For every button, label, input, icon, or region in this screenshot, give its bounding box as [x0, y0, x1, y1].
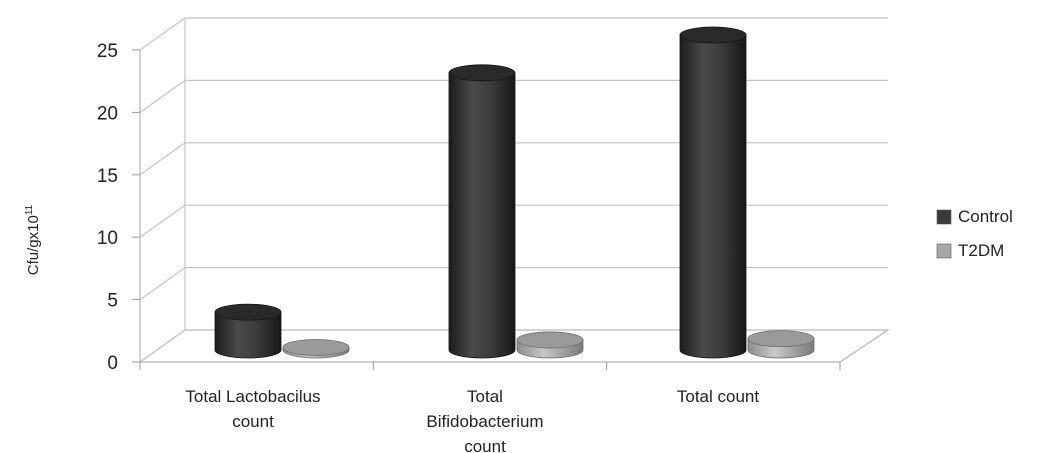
bar-t2dm-1 [282, 339, 350, 359]
y-tick-label: 5 [107, 291, 118, 312]
x-category-label: Total Lactobacilus count [185, 387, 320, 431]
legend-swatch [936, 209, 952, 225]
bar-body [679, 34, 747, 359]
legend-item-t2dm: T2DM [936, 241, 1004, 260]
bar-body [214, 311, 282, 359]
bar-top [679, 26, 747, 44]
x-category-label: Total count [677, 387, 759, 406]
bar-top [747, 330, 815, 348]
y-tick-label: 20 [97, 103, 118, 124]
gridline-diagonal [139, 267, 186, 301]
bars [214, 26, 815, 359]
y-tick-label: 15 [97, 166, 118, 187]
x-axis-categories: Total Lactobacilus count Total Bifidobacter… [185, 387, 759, 453]
gridline-diagonal [139, 17, 186, 51]
legend: Control T2DM [936, 207, 1013, 260]
gridline-diagonal [139, 142, 186, 176]
legend-label: T2DM [958, 241, 1004, 260]
bar-t2dm-2 [516, 331, 584, 359]
y-tick-label: 10 [97, 228, 118, 249]
y-axis-label-exponent: 11 [24, 204, 35, 215]
x-category-label: Total Bifidobacterium count [426, 387, 543, 453]
bar-control-3 [679, 26, 747, 359]
bar-control-2 [448, 64, 516, 359]
y-axis-label: Cfu/gx1011 [24, 204, 42, 275]
legend-item-control: Control [936, 207, 1013, 226]
bar-top [282, 339, 350, 356]
gridline-diagonal [139, 79, 186, 113]
y-axis-ticks: 0 5 10 15 20 25 [97, 41, 140, 374]
legend-swatch [936, 243, 952, 259]
bar-top [214, 303, 282, 321]
gridline-diagonal [139, 329, 186, 363]
legend-label: Control [958, 207, 1013, 226]
gridline-diagonal [139, 204, 186, 238]
bar-top [516, 331, 584, 349]
bar-top [448, 64, 516, 82]
bar-body [448, 72, 516, 359]
bar-control-1 [214, 303, 282, 359]
y-tick-label: 0 [107, 353, 118, 374]
y-axis-label-text: Cfu/gx10 [25, 215, 42, 275]
bar-t2dm-3 [747, 330, 815, 359]
y-tick-label: 25 [97, 41, 118, 62]
